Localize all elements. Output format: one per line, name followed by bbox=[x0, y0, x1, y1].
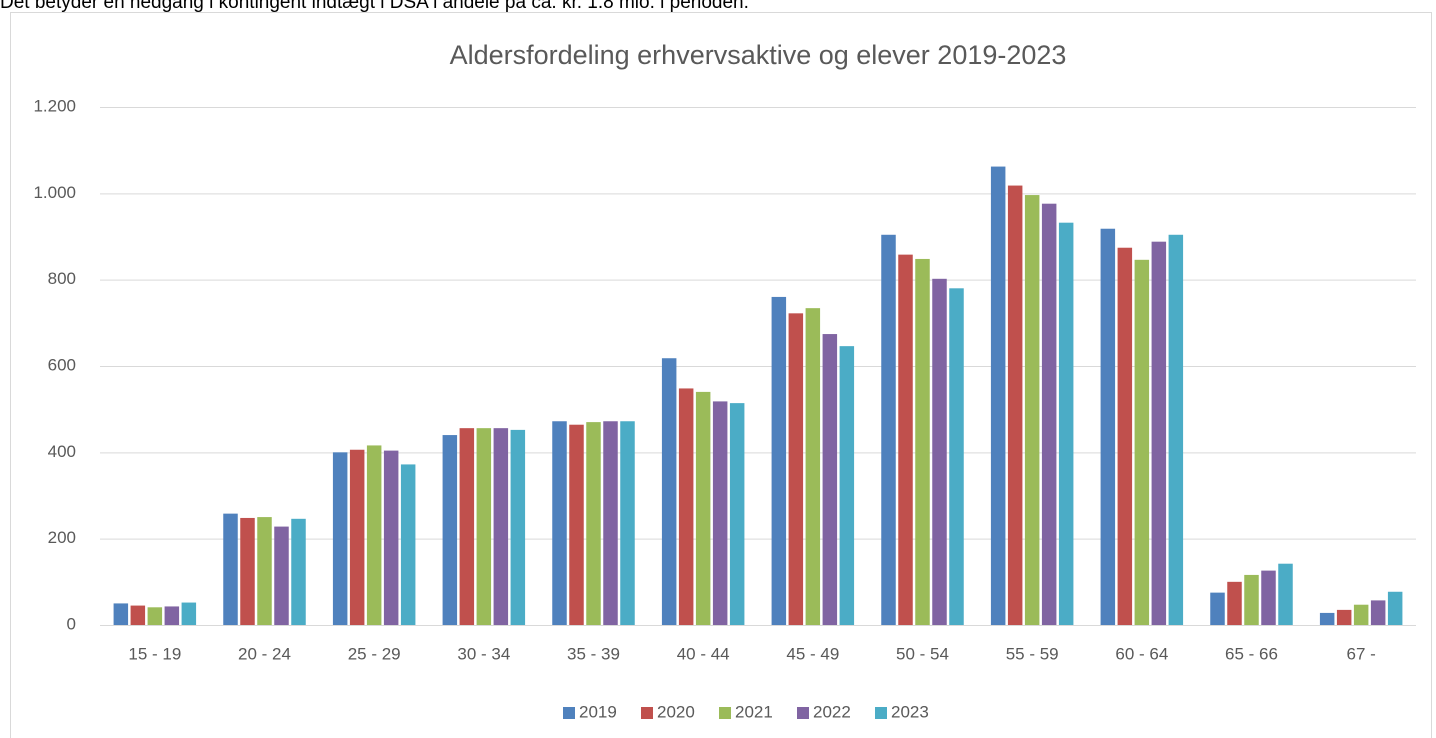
y-tick-label: 200 bbox=[48, 528, 76, 547]
bar bbox=[949, 288, 964, 625]
bar bbox=[1210, 592, 1225, 625]
y-tick-label: 1.000 bbox=[33, 183, 76, 202]
bar bbox=[1117, 247, 1133, 625]
bar bbox=[493, 428, 509, 625]
x-tick-label: 67 - bbox=[1347, 644, 1376, 663]
bar bbox=[223, 513, 238, 625]
x-tick-label: 15 - 19 bbox=[128, 644, 181, 663]
bar bbox=[442, 435, 458, 625]
bar bbox=[181, 602, 197, 625]
bar bbox=[771, 296, 787, 625]
bar bbox=[1244, 574, 1259, 625]
bar bbox=[257, 517, 272, 625]
bar bbox=[1261, 570, 1276, 625]
bar bbox=[915, 258, 930, 625]
bar bbox=[366, 445, 382, 625]
bar bbox=[383, 450, 399, 625]
bar bbox=[1227, 581, 1242, 625]
bar bbox=[990, 166, 1006, 625]
bar bbox=[130, 605, 146, 625]
bar bbox=[240, 517, 255, 625]
bar bbox=[839, 346, 855, 625]
legend-label: 2021 bbox=[735, 702, 773, 721]
chart-title: Aldersfordeling erhvervsaktive og elever… bbox=[450, 40, 1067, 70]
bar bbox=[332, 452, 348, 625]
legend-swatch bbox=[719, 707, 731, 719]
bar bbox=[586, 422, 601, 625]
legend-label: 2019 bbox=[579, 702, 617, 721]
x-tick-label: 25 - 29 bbox=[348, 644, 401, 663]
legend-swatch bbox=[875, 707, 887, 719]
legend-swatch bbox=[797, 707, 809, 719]
bar bbox=[1319, 612, 1335, 625]
bar bbox=[1041, 203, 1057, 625]
bar bbox=[274, 526, 289, 625]
bar bbox=[805, 308, 821, 625]
legend-label: 2023 bbox=[891, 702, 929, 721]
x-tick-label: 60 - 64 bbox=[1115, 644, 1168, 663]
bar bbox=[678, 388, 694, 625]
bar bbox=[476, 428, 492, 625]
y-tick-label: 400 bbox=[48, 442, 76, 461]
x-tick-label: 30 - 34 bbox=[457, 644, 510, 663]
bar bbox=[603, 421, 618, 625]
bar bbox=[898, 254, 913, 625]
bar bbox=[729, 403, 745, 625]
bar bbox=[552, 421, 567, 625]
bar bbox=[1024, 195, 1040, 625]
bar bbox=[822, 334, 838, 625]
bar bbox=[1134, 259, 1150, 625]
bar bbox=[695, 391, 711, 625]
bar bbox=[1058, 222, 1074, 626]
bar bbox=[349, 449, 365, 625]
bar bbox=[1387, 591, 1403, 625]
bar bbox=[164, 606, 180, 625]
x-tick-label: 55 - 59 bbox=[1006, 644, 1059, 663]
bar bbox=[1007, 185, 1023, 625]
y-tick-label: 800 bbox=[48, 269, 76, 288]
caption: Det betyder en nedgang i kontingent indt… bbox=[0, 0, 749, 13]
bar bbox=[1336, 609, 1352, 625]
y-tick-label: 600 bbox=[48, 355, 76, 374]
bar bbox=[569, 424, 584, 625]
bar bbox=[147, 607, 163, 625]
legend-swatch bbox=[641, 707, 653, 719]
legend-swatch bbox=[563, 707, 575, 719]
bar bbox=[712, 401, 728, 625]
bar bbox=[1278, 563, 1293, 625]
bar bbox=[661, 358, 677, 625]
bar bbox=[881, 234, 896, 626]
bar bbox=[1100, 228, 1116, 626]
bar bbox=[788, 313, 804, 625]
bar bbox=[1168, 234, 1184, 626]
legend-label: 2022 bbox=[813, 702, 851, 721]
chart-frame bbox=[10, 12, 1432, 738]
x-tick-label: 35 - 39 bbox=[567, 644, 620, 663]
bar bbox=[1370, 600, 1386, 625]
bar bbox=[620, 421, 635, 625]
x-tick-label: 65 - 66 bbox=[1225, 644, 1278, 663]
legend-label: 2020 bbox=[657, 702, 695, 721]
x-tick-label: 45 - 49 bbox=[786, 644, 839, 663]
bar bbox=[1353, 604, 1369, 625]
x-tick-label: 50 - 54 bbox=[896, 644, 949, 663]
x-tick-label: 40 - 44 bbox=[677, 644, 730, 663]
bar bbox=[291, 518, 306, 625]
bar bbox=[932, 278, 947, 625]
bar bbox=[113, 603, 129, 625]
bar bbox=[510, 429, 526, 625]
y-tick-label: 0 bbox=[67, 614, 76, 633]
bar bbox=[400, 464, 416, 625]
bar bbox=[1151, 241, 1167, 625]
bar bbox=[459, 428, 475, 625]
y-tick-label: 1.200 bbox=[33, 96, 76, 115]
x-tick-label: 20 - 24 bbox=[238, 644, 291, 663]
